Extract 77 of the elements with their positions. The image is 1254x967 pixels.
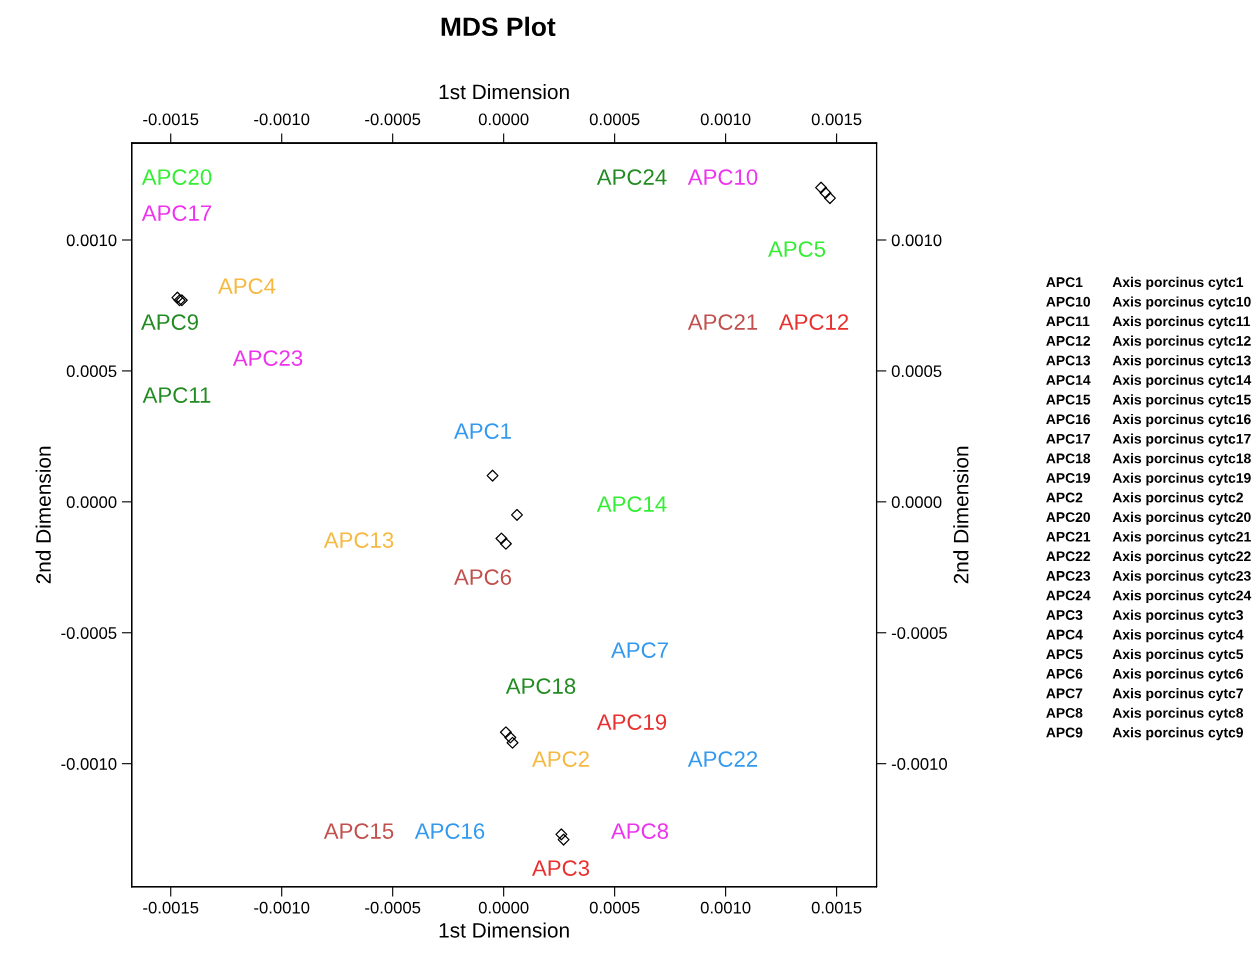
- text: APC4 Axis porcinus cytc4: [1046, 629, 1244, 643]
- annotation: APC13: [323, 532, 394, 548]
- y-tick-label: -0.0005: [61, 627, 117, 639]
- x-tick-label: -0.0005: [365, 901, 421, 914]
- text: APC2 Axis porcinus cytc2: [1046, 492, 1243, 506]
- annotation: APC11: [142, 387, 211, 403]
- text: APC19 Axis porcinus cytc19: [1046, 472, 1251, 486]
- annotation: APC8: [611, 823, 669, 839]
- annotation: APC20: [141, 169, 212, 185]
- text: APC24 Axis porcinus cytc24: [1046, 590, 1252, 604]
- y-tick-label: 0.0000: [66, 496, 117, 509]
- y2-tick-label: 0.0010: [891, 234, 942, 247]
- x-tick-label: 0.0015: [811, 901, 862, 914]
- x2-tick-label: -0.0010: [254, 113, 310, 126]
- y-tick-label: 0.0005: [66, 365, 117, 378]
- y2-axis-title: 2nd Dimension: [953, 446, 969, 584]
- x2-axis-title: 1st Dimension: [439, 84, 569, 100]
- x-tick-label: -0.0010: [254, 901, 310, 914]
- text: APC10 Axis porcinus cytc10: [1046, 296, 1251, 310]
- annotation: APC19: [596, 714, 667, 730]
- text: APC20 Axis porcinus cytc20: [1046, 511, 1251, 525]
- chart-title: MDS Plot: [441, 16, 556, 37]
- annotation: APC14: [596, 496, 667, 512]
- text: APC12 Axis porcinus cytc12: [1046, 335, 1251, 349]
- annotation: APC15: [323, 823, 394, 839]
- y-tick-label: -0.0010: [61, 758, 117, 770]
- text: APC23 Axis porcinus cytc23: [1046, 570, 1251, 584]
- text: APC8 Axis porcinus cytc8: [1046, 707, 1244, 721]
- text: APC9 Axis porcinus cytc9: [1046, 727, 1244, 741]
- x2-tick-label: 0.0015: [811, 113, 862, 126]
- y2-tick-label: 0.0000: [891, 496, 942, 509]
- x-tick-label: -0.0015: [143, 901, 199, 914]
- annotation: APC2: [532, 751, 589, 767]
- text: APC14 Axis porcinus cytc14: [1046, 374, 1252, 388]
- annotation: APC22: [687, 751, 758, 767]
- y2-tick-label: -0.0005: [891, 627, 947, 639]
- annotation: APC5: [768, 241, 826, 257]
- annotation: APC9: [141, 314, 198, 330]
- y-tick-label: 0.0010: [66, 234, 117, 247]
- x-tick-label: 0.0000: [478, 901, 529, 914]
- annotation: APC24: [596, 169, 667, 185]
- annotation: APC3: [532, 860, 590, 876]
- x2-tick-label: 0.0005: [589, 113, 640, 126]
- text: APC15 Axis porcinus cytc15: [1046, 394, 1251, 408]
- text: APC3 Axis porcinus cytc3: [1046, 609, 1244, 623]
- x2-tick-label: 0.0000: [478, 113, 529, 126]
- x-tick-label: 0.0005: [589, 901, 640, 914]
- annotation: APC23: [232, 350, 303, 366]
- text: APC11 Axis porcinus cytc11: [1046, 316, 1251, 329]
- text: APC22 Axis porcinus cytc22: [1046, 551, 1251, 564]
- annotation: APC7: [611, 642, 668, 658]
- annotation: APC6: [454, 569, 512, 585]
- annotation: APC21: [687, 314, 758, 330]
- text: APC18 Axis porcinus cytc18: [1046, 453, 1251, 467]
- text: APC7 Axis porcinus cytc7: [1046, 688, 1243, 702]
- text: APC16 Axis porcinus cytc16: [1046, 413, 1251, 427]
- x-tick-label: 0.0010: [700, 901, 751, 914]
- y-axis-title: 2nd Dimension: [35, 446, 51, 584]
- text: APC1 Axis porcinus cytc1: [1046, 276, 1244, 290]
- text: APC5 Axis porcinus cytc5: [1046, 648, 1244, 662]
- annotation: APC16: [414, 823, 485, 839]
- annotation: APC12: [778, 314, 849, 330]
- text: APC13 Axis porcinus cytc13: [1046, 355, 1251, 369]
- text: APC21 Axis porcinus cytc21: [1046, 531, 1251, 545]
- text: APC17 Axis porcinus cytc17: [1046, 433, 1251, 447]
- x-axis-title: 1st Dimension: [439, 922, 569, 938]
- annotation: APC17: [141, 205, 212, 221]
- annotation: APC4: [218, 278, 276, 294]
- x2-tick-label: 0.0010: [700, 113, 751, 126]
- x2-tick-label: -0.0005: [365, 113, 421, 126]
- x2-tick-label: -0.0015: [143, 113, 199, 126]
- y2-tick-label: 0.0005: [891, 365, 942, 378]
- annotation: APC10: [687, 169, 758, 185]
- annotation: APC1: [454, 423, 511, 439]
- text: APC6 Axis porcinus cytc6: [1046, 668, 1244, 682]
- y2-tick-label: -0.0010: [891, 758, 947, 770]
- annotation: APC18: [505, 678, 576, 694]
